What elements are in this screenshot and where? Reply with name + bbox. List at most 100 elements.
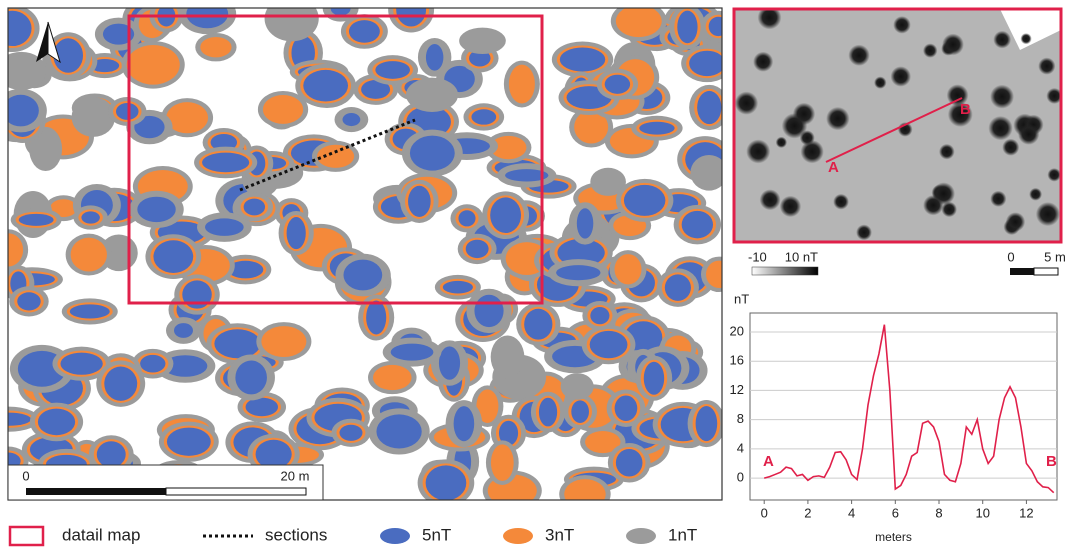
anomaly-5nT <box>677 11 697 44</box>
legend-swatch <box>626 528 656 544</box>
detail-anomaly <box>993 31 1011 49</box>
detail-anomaly <box>939 144 955 160</box>
y-tick-label: 16 <box>730 353 744 368</box>
detail-scale <box>1010 268 1034 275</box>
anomaly-5nT <box>466 240 489 258</box>
detail-anomaly <box>776 137 787 148</box>
anomaly-5nT <box>214 329 260 358</box>
detail-anomaly <box>893 16 911 34</box>
anomaly-5nT <box>140 355 165 373</box>
anomaly-3nT <box>200 37 231 57</box>
anomaly-5nT <box>689 51 725 76</box>
anomaly-5nT <box>174 323 193 338</box>
detail-anomaly <box>932 182 955 205</box>
point-label: A <box>828 159 839 176</box>
anomaly-5nT <box>38 409 75 436</box>
x-tick-label: 10 <box>975 505 989 520</box>
anomaly-5nT <box>426 465 467 500</box>
anomaly-5nT <box>577 208 593 238</box>
anomaly-5nT <box>490 197 521 233</box>
anomaly-5nT <box>246 398 278 416</box>
anomaly-5nT <box>590 331 628 358</box>
detail-anomaly <box>988 116 1012 140</box>
anomaly-5nT <box>343 260 382 291</box>
anomaly-5nT <box>349 20 380 43</box>
anomaly-5nT <box>616 449 643 477</box>
detail-anomaly <box>990 191 1006 207</box>
anomaly-5nT <box>256 440 292 469</box>
y-tick-label: 0 <box>737 470 744 485</box>
x-axis-label: meters <box>875 530 912 544</box>
detail-anomaly <box>856 224 872 240</box>
anomaly-3nT <box>317 145 354 168</box>
anomaly-5nT <box>137 197 175 222</box>
anomaly-5nT <box>235 361 267 395</box>
anomaly-1nT <box>561 373 594 400</box>
detail-anomaly <box>800 130 815 145</box>
detail-anomaly <box>1002 139 1019 156</box>
detail-anomaly <box>942 34 964 56</box>
anomaly-5nT <box>202 153 249 173</box>
detail-anomaly <box>941 202 956 217</box>
anomaly-5nT <box>17 292 40 310</box>
anomaly-5nT <box>244 199 265 216</box>
anomaly-5nT <box>287 217 306 249</box>
anomaly-5nT <box>366 300 386 334</box>
colorbar-min: -10 <box>748 249 767 264</box>
profile-chart: 048121620024681012nTmetersAB <box>730 291 1057 544</box>
anomaly-5nT <box>697 91 721 124</box>
detail-anomaly <box>780 196 801 217</box>
anomaly-5nT <box>391 344 434 361</box>
anomaly-5nT <box>97 441 126 467</box>
anomaly-5nT <box>303 70 348 102</box>
anomaly-1nT <box>406 78 458 112</box>
scale-bar-box: 0 20 m <box>8 465 323 500</box>
anomaly-3nT <box>166 102 208 133</box>
legend-label: 1nT <box>668 525 697 544</box>
anomaly-5nT <box>340 425 363 441</box>
anomaly-5nT <box>60 353 102 375</box>
detail-scale-end: 5 m <box>1044 249 1066 264</box>
detail-anomaly <box>1038 57 1055 74</box>
figure: 0 20 m A B -10 10 nT 0 5 m datail map se… <box>0 0 1071 548</box>
plot-frame <box>750 313 1057 500</box>
x-tick-label: 4 <box>848 505 855 520</box>
anomaly-5nT <box>571 400 589 423</box>
detail-anomaly <box>1006 212 1025 231</box>
detail-anomaly <box>990 85 1014 109</box>
anomaly-3nT <box>564 479 605 509</box>
anomaly-5nT <box>682 211 713 238</box>
anomaly-5nT <box>410 136 455 171</box>
anomaly-5nT <box>709 17 728 36</box>
anomaly-5nT <box>639 122 674 135</box>
anomaly-3nT <box>261 326 306 357</box>
anomaly-5nT <box>375 61 410 79</box>
anomaly-3nT <box>509 65 535 104</box>
anomaly-3nT <box>616 5 662 37</box>
anomaly-5nT <box>556 265 600 280</box>
detail-anomaly <box>891 66 911 86</box>
detail-anomaly <box>1029 188 1042 201</box>
anomaly-5nT <box>116 103 139 120</box>
anomaly-5nT <box>205 218 244 236</box>
detail-anomaly <box>753 52 773 72</box>
anomaly-5nT <box>624 185 665 216</box>
anomaly-5nT <box>376 414 421 448</box>
magnetic-map <box>0 0 740 513</box>
anomaly-5nT <box>454 406 475 441</box>
detail-anomaly <box>833 194 849 210</box>
point-label: B <box>960 101 971 118</box>
anomaly-5nT <box>81 211 99 223</box>
anomaly-5nT <box>458 210 475 226</box>
legend-label: datail map <box>62 525 140 544</box>
anomaly-5nT <box>426 44 443 71</box>
x-tick-label: 6 <box>892 505 899 520</box>
anomaly-5nT <box>605 75 630 94</box>
detail-anomaly <box>1036 202 1060 226</box>
x-tick-label: 12 <box>1019 505 1033 520</box>
anomaly-5nT <box>615 395 638 420</box>
anomaly-5nT <box>408 186 431 217</box>
anomaly-5nT <box>343 113 361 126</box>
legend-label: sections <box>265 525 327 544</box>
x-tick-label: 0 <box>761 505 768 520</box>
